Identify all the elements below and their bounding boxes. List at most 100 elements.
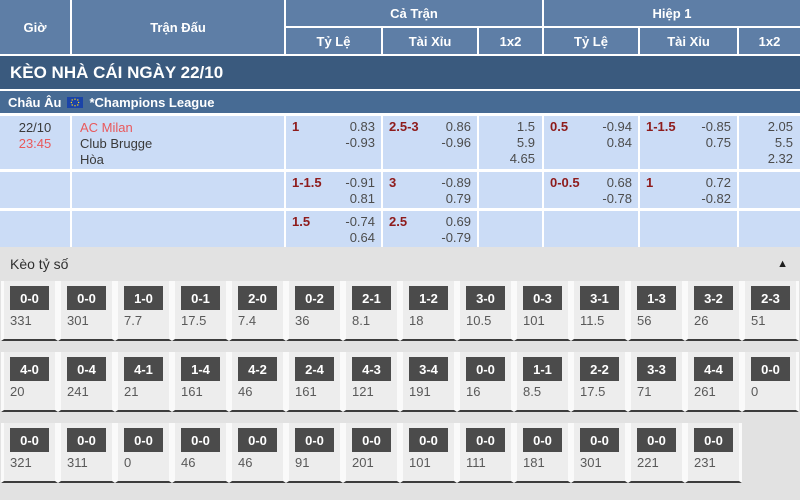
score-card[interactable]: 0-0 16: [457, 352, 514, 412]
col-header-full-time: Cả Trận: [286, 0, 542, 26]
col-header-first-half: Hiệp 1: [544, 0, 800, 26]
score-odd-value: 51: [751, 313, 766, 328]
odds-value: 0.84: [606, 135, 632, 150]
odds-value: 0.64: [349, 230, 375, 245]
score-card[interactable]: 0-0 111: [457, 423, 514, 483]
score-card[interactable]: 4-1 21: [115, 352, 172, 412]
score-card[interactable]: 0-1 17.5: [172, 281, 229, 341]
score-chip: 0-0: [637, 428, 676, 452]
score-odd-value: 36: [295, 313, 310, 328]
score-card[interactable]: 0-3 101: [514, 281, 571, 341]
score-card[interactable]: 1-2 18: [400, 281, 457, 341]
score-odd-value: 26: [694, 313, 709, 328]
score-card[interactable]: 1-1 8.5: [514, 352, 571, 412]
odds-cell-ft-over-under[interactable]: 2.5 0.69 -0.79: [383, 211, 477, 247]
collapse-arrow-icon[interactable]: ▲: [777, 258, 788, 270]
score-chip: 0-0: [466, 357, 505, 381]
score-chip: 0-0: [10, 286, 49, 310]
score-chip: 0-0: [238, 428, 277, 452]
score-card[interactable]: 0-0 46: [229, 423, 286, 483]
score-card[interactable]: 1-3 56: [628, 281, 685, 341]
odds-cell-ft-over-under[interactable]: 3 -0.89 0.79: [383, 172, 477, 208]
odds-cell-h1-1x2[interactable]: 2.05 5.5 2.32: [739, 116, 800, 169]
score-card[interactable]: 4-2 46: [229, 352, 286, 412]
score-card[interactable]: 4-0 20: [1, 352, 58, 412]
odds-cell-ft-1x2[interactable]: 1.5 5.9 4.65: [479, 116, 542, 169]
odds-cell-h1-handicap[interactable]: 0.5 -0.94 0.84: [544, 116, 638, 169]
score-card[interactable]: 1-0 7.7: [115, 281, 172, 341]
score-odd-value: 46: [238, 384, 253, 399]
score-chip: 0-0: [352, 428, 391, 452]
score-card[interactable]: 3-4 191: [400, 352, 457, 412]
col-header-time: Giờ: [0, 0, 70, 54]
odds-value: 0.81: [349, 191, 375, 206]
score-odd-value: 0: [124, 455, 132, 470]
handicap-line: 2.5: [389, 214, 408, 229]
score-card[interactable]: 2-2 17.5: [571, 352, 628, 412]
score-chip: 0-0: [10, 428, 49, 452]
score-grid: 0-0 331 0-0 301 1-0 7.7 0-1 17.5 2-0 7.4…: [0, 281, 800, 483]
score-chip: 0-0: [124, 428, 163, 452]
odds-value: -0.91: [345, 175, 375, 190]
score-card[interactable]: 2-0 7.4: [229, 281, 286, 341]
handicap-line: 0.5: [550, 119, 569, 134]
score-card[interactable]: 2-1 8.1: [343, 281, 400, 341]
odds-value: 1.5: [516, 119, 535, 134]
odds-cell-h1-handicap[interactable]: 0-0.5 0.68 -0.78: [544, 172, 638, 208]
odds-cell-ft-handicap[interactable]: 1 0.83 -0.93: [286, 116, 381, 169]
odds-cell-ft-over-under[interactable]: 2.5-3 0.86 -0.96: [383, 116, 477, 169]
col-header-match: Trận Đấu: [72, 0, 284, 54]
score-card[interactable]: 0-0 301: [571, 423, 628, 483]
col-header-h1-handicap: Tỷ Lệ: [544, 28, 638, 54]
score-odd-value: 17.5: [181, 313, 207, 328]
score-card[interactable]: 0-0 221: [628, 423, 685, 483]
score-chip: 0-0: [409, 428, 448, 452]
empty-cell: [640, 211, 737, 247]
score-card[interactable]: 2-4 161: [286, 352, 343, 412]
score-row: 0-0 331 0-0 301 1-0 7.7 0-1 17.5 2-0 7.4…: [0, 281, 800, 341]
score-card[interactable]: 3-2 26: [685, 281, 742, 341]
score-card[interactable]: 0-0 301: [58, 281, 115, 341]
score-card[interactable]: 4-3 121: [343, 352, 400, 412]
odds-cell-ft-handicap[interactable]: 1-1.5 -0.91 0.81: [286, 172, 381, 208]
league-header[interactable]: Châu Âu *Champions League: [0, 91, 800, 113]
score-chip: 0-4: [67, 357, 106, 381]
odds-value: -0.96: [441, 135, 471, 150]
score-card[interactable]: 0-0 0: [115, 423, 172, 483]
odds-cell-h1-over-under[interactable]: 1 0.72 -0.82: [640, 172, 737, 208]
score-odd-value: 20: [10, 384, 25, 399]
score-odd-value: 231: [694, 455, 716, 470]
score-chip: 3-4: [409, 357, 448, 381]
score-card[interactable]: 3-1 11.5: [571, 281, 628, 341]
score-card[interactable]: 0-2 36: [286, 281, 343, 341]
empty-cell: [0, 172, 70, 208]
odds-cell-h1-over-under[interactable]: 1-1.5 -0.85 0.75: [640, 116, 737, 169]
score-card[interactable]: 0-4 241: [58, 352, 115, 412]
score-card[interactable]: 0-0 181: [514, 423, 571, 483]
score-chip: 0-0: [67, 428, 106, 452]
odds-value: -0.82: [701, 191, 731, 206]
odds-cell-ft-handicap[interactable]: 1.5 -0.74 0.64: [286, 211, 381, 247]
score-card[interactable]: 2-3 51: [742, 281, 799, 341]
score-odd-value: 121: [352, 384, 374, 399]
score-card[interactable]: 0-0 331: [1, 281, 58, 341]
empty-cell: [72, 211, 284, 247]
score-card[interactable]: 0-0 46: [172, 423, 229, 483]
score-chip: 1-3: [637, 286, 676, 310]
score-card[interactable]: 0-0 101: [400, 423, 457, 483]
score-card[interactable]: 4-4 261: [685, 352, 742, 412]
score-card[interactable]: 3-0 10.5: [457, 281, 514, 341]
odds-value: -0.94: [602, 119, 632, 134]
score-card[interactable]: 3-3 71: [628, 352, 685, 412]
col-header-ft-handicap: Tỷ Lệ: [286, 28, 381, 54]
score-card[interactable]: 0-0 0: [742, 352, 799, 412]
score-card[interactable]: 0-0 321: [1, 423, 58, 483]
score-card[interactable]: 0-0 311: [58, 423, 115, 483]
score-card[interactable]: 1-4 161: [172, 352, 229, 412]
score-chip: 2-1: [352, 286, 391, 310]
match-row-alt-lines-2: 1.5 -0.74 0.64 2.5 0.69 -0.79: [0, 211, 800, 247]
score-card[interactable]: 0-0 231: [685, 423, 742, 483]
score-card[interactable]: 0-0 201: [343, 423, 400, 483]
score-card[interactable]: 0-0 91: [286, 423, 343, 483]
